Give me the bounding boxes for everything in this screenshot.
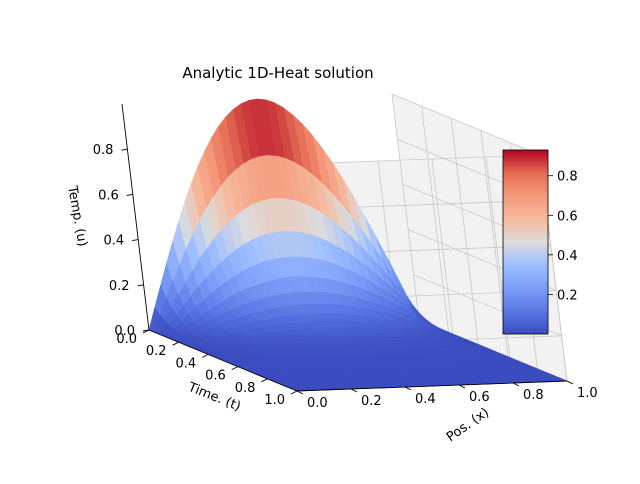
axes-lines xyxy=(121,103,568,392)
z-tick-label: 0.2 xyxy=(109,279,130,294)
chart-title: Analytic 1D-Heat solution xyxy=(182,64,373,82)
z-tick-label: 0.6 xyxy=(98,188,119,203)
t-tick-label: 0.6 xyxy=(205,369,226,384)
t-tick-label: 1.0 xyxy=(264,393,285,408)
t-tick-label: 0.2 xyxy=(146,344,167,359)
grid-line xyxy=(391,93,420,321)
t-tick-label: 0.4 xyxy=(176,356,197,371)
z-tick-label: 0.8 xyxy=(93,143,114,158)
colorbar-tick-label: 0.2 xyxy=(557,288,578,303)
z-tick-label: 0.0 xyxy=(114,324,135,339)
colorbar-tick-label: 0.6 xyxy=(557,209,578,224)
z-tick xyxy=(126,193,133,196)
colorbar-gradient xyxy=(502,149,549,335)
t-axis-line xyxy=(148,329,298,392)
x-tick xyxy=(350,388,358,393)
grid-line xyxy=(450,118,479,345)
x-tick-label: 0.4 xyxy=(415,392,436,407)
axes-ticks: 0.00.20.40.60.80.00.20.40.60.81.0 0.0 0.2 0… xyxy=(93,143,598,411)
t-tick xyxy=(261,378,268,383)
x-tick xyxy=(566,380,574,385)
x-axis-label: Pos. (x) xyxy=(444,405,492,445)
colorbar-tick-label: 0.8 xyxy=(557,170,578,185)
grid-line xyxy=(485,156,514,384)
t-tick xyxy=(142,329,150,334)
z-axis-line xyxy=(121,103,150,331)
t-tick-label: 0.8 xyxy=(235,381,256,396)
z-tick xyxy=(132,239,139,242)
x-tick xyxy=(296,390,304,395)
grid-line xyxy=(391,93,541,156)
colorbar: 0.2 0.4 0.6 0.8 xyxy=(502,149,578,335)
x-tick-label: 1.0 xyxy=(577,386,598,401)
z-tick xyxy=(137,284,144,287)
x-tick xyxy=(458,384,466,389)
x-tick xyxy=(404,386,412,391)
z-tick-label: 0.4 xyxy=(104,234,125,249)
t-tick xyxy=(172,341,179,346)
t-tick xyxy=(290,390,298,395)
x-tick xyxy=(512,382,520,387)
t-tick xyxy=(231,366,239,371)
x-tick-label: 0.8 xyxy=(523,388,544,403)
z-tick xyxy=(121,148,128,151)
colorbar-tick-label: 0.4 xyxy=(557,249,578,264)
x-tick-label: 0.0 xyxy=(307,396,328,411)
x-tick-label: 0.6 xyxy=(469,390,490,405)
x-axis-line xyxy=(296,380,568,392)
heat-surface xyxy=(148,98,568,392)
x-tick-label: 0.2 xyxy=(361,394,382,409)
t-tick xyxy=(201,353,209,358)
t-tick-label: 0.0 xyxy=(116,332,137,347)
z-axis-label: Temp. (u) xyxy=(64,184,90,248)
